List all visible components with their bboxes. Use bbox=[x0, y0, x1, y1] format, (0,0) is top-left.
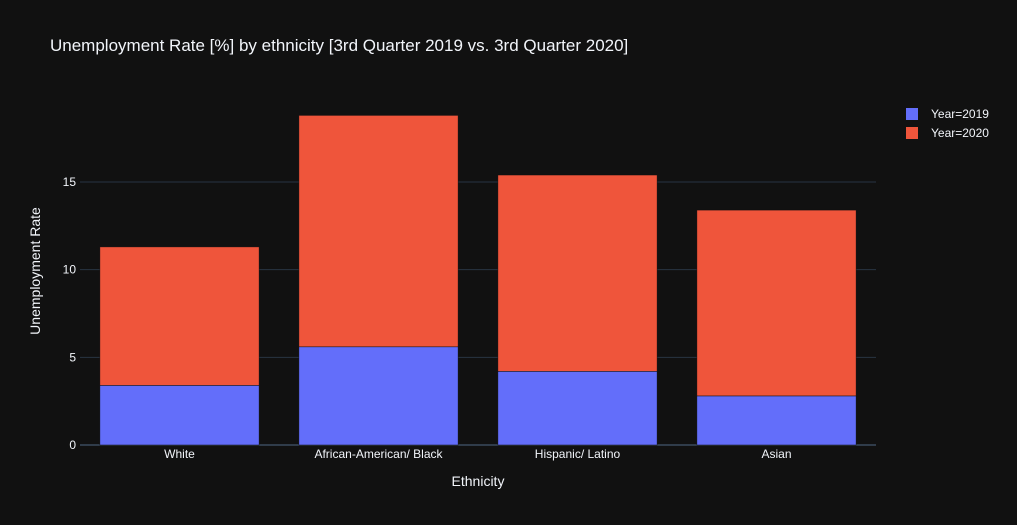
x-tick-labels: White African-American/ Black Hispanic/ La… bbox=[164, 447, 791, 461]
legend-label: Year=2019 bbox=[931, 107, 989, 121]
x-tick-label: Hispanic/ Latino bbox=[535, 447, 621, 461]
y-tick-label: 15 bbox=[63, 175, 77, 189]
chart-title: Unemployment Rate [%] by ethnicity [3rd … bbox=[50, 36, 628, 55]
y-tick-label: 10 bbox=[63, 263, 77, 277]
y-axis-title: Unemployment Rate bbox=[27, 207, 43, 335]
legend[interactable]: Year=2019 Year=2020 bbox=[906, 107, 989, 140]
x-tick-label: Asian bbox=[761, 447, 791, 461]
bars bbox=[99, 115, 857, 446]
legend-swatch bbox=[906, 108, 918, 120]
bar-year-2019-0[interactable] bbox=[99, 385, 260, 446]
bar-year-2020-1[interactable] bbox=[298, 115, 459, 348]
bar-year-2019-3[interactable] bbox=[696, 395, 857, 446]
x-tick-label: White bbox=[164, 447, 195, 461]
legend-label: Year=2020 bbox=[931, 126, 989, 140]
x-tick-label: African-American/ Black bbox=[314, 447, 443, 461]
y-tick-labels: 0 5 10 15 bbox=[63, 175, 77, 452]
y-tick-label: 0 bbox=[69, 438, 76, 452]
legend-item-year-2019[interactable]: Year=2019 bbox=[906, 107, 989, 121]
bar-year-2020-3[interactable] bbox=[696, 209, 857, 397]
x-axis-title: Ethnicity bbox=[452, 473, 505, 489]
legend-item-year-2020[interactable]: Year=2020 bbox=[906, 126, 989, 140]
y-tick-label: 5 bbox=[69, 350, 76, 364]
bar-year-2019-2[interactable] bbox=[497, 371, 658, 446]
legend-swatch bbox=[906, 127, 918, 139]
bar-year-2020-0[interactable] bbox=[99, 246, 260, 386]
bar-year-2020-2[interactable] bbox=[497, 174, 658, 372]
bar-year-2019-1[interactable] bbox=[298, 346, 459, 446]
